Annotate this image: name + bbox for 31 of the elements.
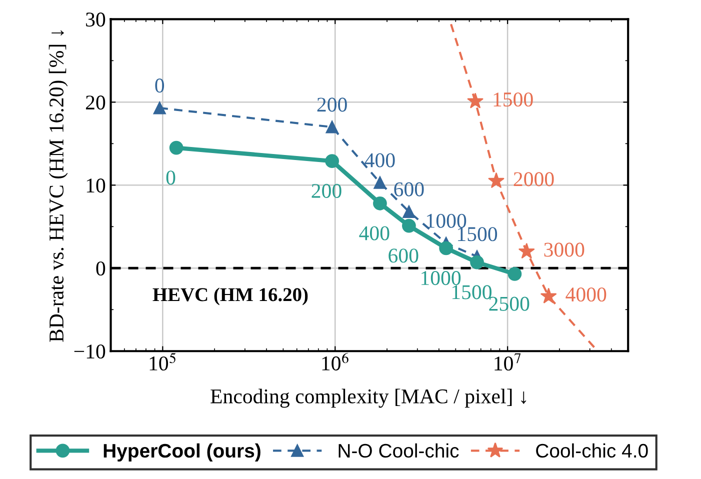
x-tick-label: 10$^{7}$	[494, 353, 521, 371]
annotation: 600	[388, 248, 418, 263]
x-tick-label: 10$^{5}$	[150, 352, 176, 371]
annotation: 3000	[544, 242, 584, 257]
annotation: 0	[166, 170, 176, 185]
annotation: 4000	[566, 287, 606, 302]
y-axis-title: BD-rate vs. HEVC (HM 16.20) [%] ↓	[48, 30, 68, 342]
annotation: 200	[317, 98, 347, 112]
annotation: 0	[155, 78, 164, 93]
annotation: 600	[394, 182, 424, 196]
x-axis-title: Encoding complexity [MAC / pixel] ↓	[210, 388, 526, 408]
annotation: 1500	[458, 227, 498, 242]
annotation: 1000	[422, 271, 461, 286]
x-tick-label: 10$^{6}$	[322, 352, 348, 370]
legend-label: Cool-chic 4.0	[536, 443, 648, 458]
y-tick-label: 30	[86, 12, 106, 27]
annotation: 2500	[489, 296, 530, 311]
y-tick-label: −10	[74, 344, 106, 359]
annotation: 400	[359, 226, 390, 240]
y-tick-label: 0	[96, 261, 106, 276]
ref-line-label: HEVC (HM 16.20)	[152, 288, 308, 306]
annotation: 400	[364, 153, 395, 168]
y-tick-label: 20	[86, 96, 106, 110]
annotation: 2000	[514, 172, 554, 186]
legend-label: HyperCool (ours)	[104, 443, 260, 462]
y-tick-label: 10	[86, 178, 106, 193]
legend-label: N-O Cool-chic	[338, 443, 459, 458]
annotation: 1500	[452, 285, 492, 300]
annotation: 200	[312, 184, 342, 198]
annotation: 1000	[427, 214, 466, 228]
annotation: 1500	[494, 92, 533, 107]
